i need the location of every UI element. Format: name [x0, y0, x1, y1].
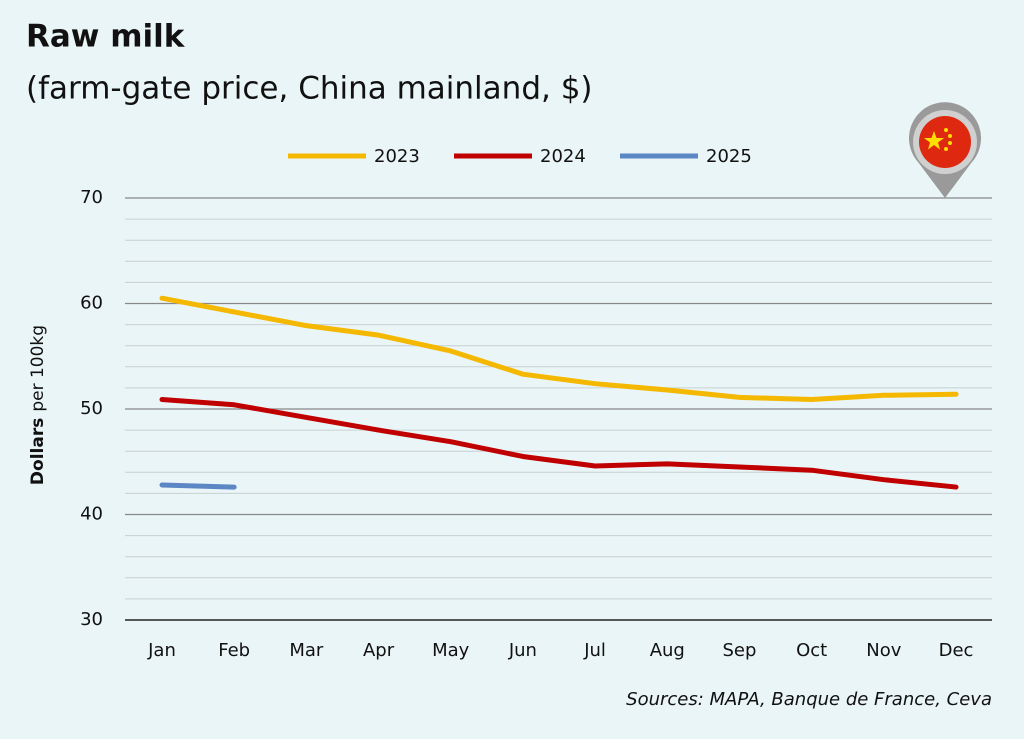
x-tick-label: Aug	[650, 640, 685, 661]
y-axis-label-bold: Dollars	[28, 418, 48, 485]
source: Sources: MAPA, Banque de France, Ceva	[626, 689, 992, 710]
x-tick-label: Dec	[939, 640, 974, 661]
series-line	[159, 295, 959, 403]
x-tick-label: Jun	[508, 640, 537, 661]
x-tick-label: Mar	[289, 640, 324, 661]
y-tick-label: 70	[80, 187, 103, 208]
x-tick-label: Oct	[796, 640, 827, 661]
chart-title: Raw milk	[26, 19, 186, 55]
x-tick-label: Feb	[218, 640, 250, 661]
x-tick-label: Sep	[722, 640, 756, 661]
y-tick-label: 50	[80, 398, 103, 419]
x-tick-label: Apr	[363, 640, 395, 661]
x-tick-label: Jan	[147, 640, 176, 661]
y-axis-label-rest: per 100kg	[28, 325, 48, 412]
y-tick-label: 30	[80, 609, 103, 630]
legend-label: 2024	[540, 146, 586, 167]
legend-label: 2025	[706, 146, 752, 167]
legend-label: 2023	[374, 146, 420, 167]
series-line	[159, 482, 237, 490]
y-tick-label: 40	[80, 504, 103, 525]
flag-pin	[908, 102, 981, 198]
series-line	[159, 397, 959, 490]
x-tick-label: Jul	[583, 640, 606, 661]
x-tick-label: May	[432, 640, 470, 661]
y-axis-label: Dollars per 100kg	[28, 325, 48, 485]
chart-subtitle: (farm-gate price, China mainland, $)	[26, 71, 593, 107]
y-tick-label: 60	[80, 293, 103, 314]
x-tick-label: Nov	[866, 640, 901, 661]
